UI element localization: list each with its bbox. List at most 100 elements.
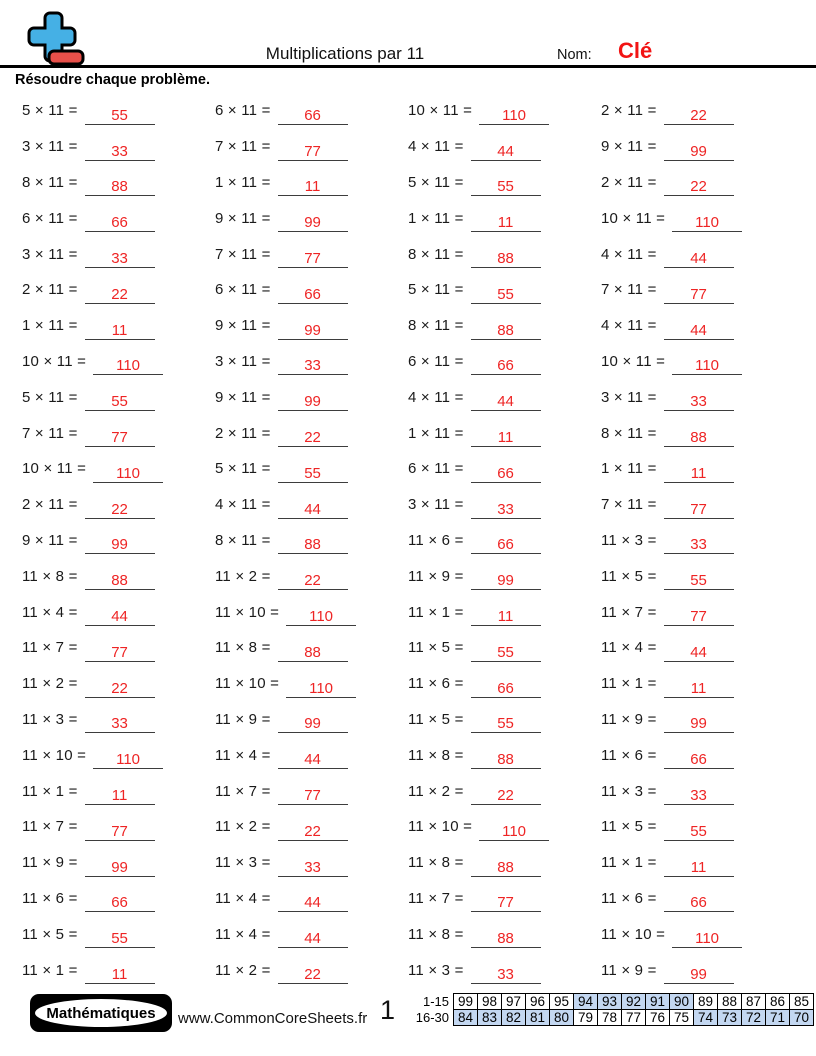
answer-value: 22 xyxy=(304,429,321,447)
answer-value: 110 xyxy=(116,357,141,375)
problem-expression: 11 × 6 = xyxy=(601,746,657,764)
problem-expression: 8 × 11 = xyxy=(215,531,271,549)
answer-value: 55 xyxy=(690,822,707,840)
answer-value: 110 xyxy=(502,822,527,840)
problem: 11 × 9 = 99 xyxy=(215,702,408,738)
answer-value: 11 xyxy=(111,321,128,339)
problem: 10 × 11 = 110 xyxy=(601,200,794,236)
problem-expression: 1 × 11 = xyxy=(22,317,78,335)
answer-value: 55 xyxy=(497,643,514,661)
problem-expression: 11 × 5 = xyxy=(408,639,464,657)
answer-blank: 77 xyxy=(663,286,734,304)
answer-blank: 44 xyxy=(277,751,348,770)
answer-blank: 88 xyxy=(470,322,541,340)
problem-expression: 11 × 2 = xyxy=(408,782,464,800)
answer-blank: 33 xyxy=(663,393,734,412)
answer-value: 44 xyxy=(690,321,707,339)
answer-blank: 110 xyxy=(286,680,357,698)
problem: 11 × 10 = 110 xyxy=(215,594,408,630)
score-cell: 86 xyxy=(765,993,790,1010)
answer-value: 55 xyxy=(111,393,128,411)
problem: 11 × 2 = 22 xyxy=(408,773,601,809)
problem-expression: 11 × 8 = xyxy=(408,746,464,764)
answer-blank: 11 xyxy=(470,214,541,233)
problem-expression: 11 × 4 = xyxy=(22,603,78,621)
problem-expression: 4 × 11 = xyxy=(215,496,271,514)
answer-blank: 22 xyxy=(84,680,155,698)
header-divider-line xyxy=(0,65,816,68)
problem-expression: 9 × 11 = xyxy=(601,138,657,156)
problem-expression: 11 × 10 = xyxy=(215,675,280,693)
problem-expression: 4 × 11 = xyxy=(601,317,657,335)
answer-value: 99 xyxy=(304,393,321,411)
problem-expression: 3 × 11 = xyxy=(601,388,657,406)
answer-blank: 88 xyxy=(84,178,155,197)
answer-blank: 77 xyxy=(470,894,541,913)
answer-value: 22 xyxy=(497,787,514,805)
answer-value: 99 xyxy=(304,321,321,339)
score-cell: 71 xyxy=(765,1009,790,1026)
problem: 11 × 2 = 22 xyxy=(215,809,408,845)
problem: 11 × 3 = 33 xyxy=(408,952,601,988)
answer-value: 66 xyxy=(111,894,128,912)
answer-blank: 11 xyxy=(277,178,348,197)
score-cell: 90 xyxy=(669,993,694,1010)
score-cell: 84 xyxy=(453,1009,478,1026)
problem: 8 × 11 = 88 xyxy=(601,415,794,451)
grading-score-table: 1-15 99 98 97 96 95 94 93 92 91 90 89 88 87 86 85 16-30 8… xyxy=(404,993,814,1026)
answer-value: 88 xyxy=(111,178,128,196)
problem-expression: 11 × 3 = xyxy=(215,854,271,872)
answer-blank: 99 xyxy=(277,321,348,340)
problem-expression: 11 × 9 = xyxy=(601,961,657,979)
answer-value: 11 xyxy=(111,966,128,984)
problem: 11 × 6 = 66 xyxy=(601,881,794,917)
problem: 11 × 6 = 66 xyxy=(601,737,794,773)
problem-expression: 11 × 10 = xyxy=(22,746,87,764)
answer-blank: 22 xyxy=(277,823,348,841)
answer-blank: 66 xyxy=(470,679,541,698)
answer-value: 33 xyxy=(304,357,321,375)
problem: 11 × 10 = 110 xyxy=(215,666,408,702)
answer-value: 55 xyxy=(304,464,321,482)
answer-value: 11 xyxy=(497,429,514,447)
score-cell: 70 xyxy=(789,1009,814,1026)
answer-blank: 110 xyxy=(479,822,550,841)
answer-value: 88 xyxy=(690,429,707,447)
problem-expression: 4 × 11 = xyxy=(408,138,464,156)
answer-blank: 55 xyxy=(663,822,734,841)
problem-expression: 10 × 11 = xyxy=(22,460,87,478)
answer-blank: 77 xyxy=(663,501,734,519)
problem: 11 × 8 = 88 xyxy=(408,737,601,773)
problem-expression: 11 × 3 = xyxy=(22,710,78,728)
answer-value: 99 xyxy=(111,536,128,554)
problem: 11 × 4 = 44 xyxy=(215,881,408,917)
answer-blank: 99 xyxy=(470,572,541,591)
answer-blank: 33 xyxy=(84,143,155,161)
problem-expression: 2 × 11 = xyxy=(601,102,657,120)
answer-value: 44 xyxy=(304,894,321,912)
problem-expression: 11 × 8 = xyxy=(22,567,78,585)
problem: 3 × 11 = 33 xyxy=(215,344,408,380)
answer-blank: 66 xyxy=(470,465,541,483)
problem: 11 × 10 = 110 xyxy=(22,737,215,773)
problem: 11 × 2 = 22 xyxy=(22,666,215,702)
answer-blank: 88 xyxy=(277,644,348,662)
score-cell: 79 xyxy=(573,1009,598,1026)
answer-blank: 66 xyxy=(470,536,541,555)
answer-value: 66 xyxy=(497,679,514,697)
problem: 2 × 11 = 22 xyxy=(215,415,408,451)
problem-expression: 6 × 11 = xyxy=(408,460,464,478)
answer-blank: 22 xyxy=(277,572,348,591)
answer-value: 110 xyxy=(695,357,720,375)
problems-column-2: 6 × 11 = 66 7 × 11 = 77 1 × 11 = 11 9 × 11 = 99… xyxy=(215,93,408,988)
answer-blank: 66 xyxy=(277,286,348,304)
problem-expression: 11 × 9 = xyxy=(22,854,78,872)
answer-value: 110 xyxy=(695,930,720,948)
answer-blank: 88 xyxy=(277,536,348,555)
answer-blank: 88 xyxy=(84,572,155,591)
answer-value: 33 xyxy=(497,966,514,984)
answer-blank: 44 xyxy=(277,501,348,519)
score-cell: 96 xyxy=(525,993,550,1010)
problem-expression: 11 × 4 = xyxy=(215,746,271,764)
